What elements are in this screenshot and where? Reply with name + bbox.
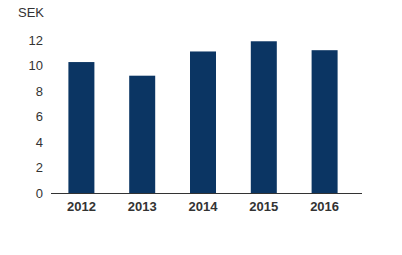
y-tick-label: 12 [29,33,43,48]
bar [129,76,155,193]
x-tick-label: 2015 [249,199,278,214]
bars [68,41,337,193]
bar [251,41,277,193]
y-axis-label: SEK [18,5,44,20]
bar [190,51,216,193]
chart-root: SEK 0 2 4 6 8 10 12 2012 2013 2014 2015 2016 [0,0,402,255]
bar [68,62,94,193]
x-axis-line [51,193,362,194]
y-tick-label: 4 [36,135,43,150]
bar [312,50,338,193]
x-tick-label: 2014 [189,199,219,214]
x-tick-label: 2016 [310,199,339,214]
y-tick-label: 2 [36,160,43,175]
chart: SEK 0 2 4 6 8 10 12 2012 2013 2014 2015 2016 [0,0,402,255]
y-tick-label: 8 [36,84,43,99]
x-tick-label: 2013 [128,199,157,214]
y-tick-label: 6 [36,109,43,124]
x-tick-label: 2012 [67,199,96,214]
y-tick-label: 10 [29,58,43,73]
y-tick-label: 0 [36,186,43,201]
